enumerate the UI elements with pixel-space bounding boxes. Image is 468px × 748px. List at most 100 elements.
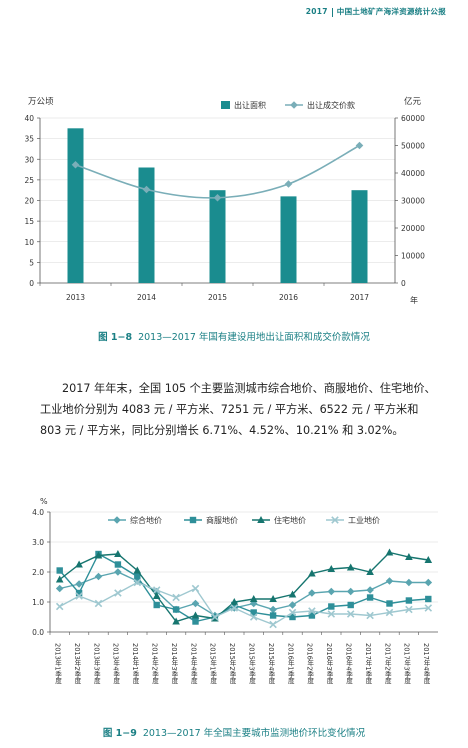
right-tick-label: 10000: [401, 252, 425, 261]
series-point: [269, 595, 277, 602]
left-tick-label: 20: [24, 197, 34, 206]
bar-area: [67, 128, 84, 283]
series-point: [328, 603, 335, 610]
x-tick-label: 2017: [350, 293, 369, 302]
series-point: [191, 599, 200, 608]
running-head-year: 2017: [305, 7, 328, 16]
y-tick-label: 1.0: [32, 598, 44, 607]
left-tick-label: 40: [24, 114, 34, 123]
series-0: [55, 568, 433, 620]
figure-2-number: 图 1−9: [102, 728, 137, 739]
series-point: [211, 613, 219, 621]
bar-area: [351, 190, 368, 283]
series-point: [308, 612, 316, 619]
series-point: [327, 610, 336, 618]
series-point: [405, 553, 413, 560]
left-tick-label: 35: [24, 135, 34, 144]
series-point: [366, 586, 374, 594]
series-point: [192, 618, 199, 625]
price-point: [142, 185, 151, 194]
left-tick-label: 0: [29, 279, 34, 288]
x-tick-label: 2016年4季度: [345, 643, 353, 685]
x-tick-label: 2014年2季度: [151, 643, 159, 685]
figure-1-chart: 0 5 10 15 20 25 30 35 40 0 10000 20000 30000 40000 500…: [24, 96, 425, 305]
series-point: [308, 589, 316, 597]
series-point: [153, 601, 160, 609]
series-point: [133, 578, 142, 587]
series-point: [249, 613, 258, 621]
series-point: [114, 589, 122, 597]
series-point: [56, 567, 63, 574]
figure-2-caption-text: 2013—2017 年全国主要城市监测地价环比变化情况: [142, 728, 366, 739]
legend-marker-price: [290, 101, 298, 109]
x-tick-label: 2016: [279, 293, 298, 302]
legend-marker: [113, 516, 121, 524]
price-point: [213, 193, 222, 202]
x-tick-label: 2013: [66, 293, 85, 302]
figure-2-chart: 0.0 1.0 2.0 3.0 4.0% 2013年1季度 2013年2季度 2013年3季度…: [32, 497, 438, 685]
series-point: [424, 578, 433, 587]
series-point: [114, 550, 122, 557]
series-point: [114, 568, 122, 576]
price-point: [355, 141, 364, 150]
series-2: [55, 548, 433, 625]
series-point: [346, 563, 355, 571]
x-tick-label: 2014年1季度: [131, 643, 139, 685]
series-point: [347, 601, 354, 609]
left-tick-label: 10: [24, 238, 34, 247]
series-point: [191, 584, 200, 593]
x-tick-label: 2017年4季度: [422, 643, 430, 685]
series-point: [250, 609, 257, 616]
series-point: [152, 592, 161, 599]
left-axis-label: 万公顷: [28, 97, 54, 107]
series-point: [424, 556, 433, 563]
series-point: [288, 601, 297, 609]
series-point: [133, 566, 142, 574]
bar-area: [138, 167, 155, 283]
series-point: [55, 575, 64, 583]
series-point: [75, 560, 83, 568]
series-point: [346, 610, 355, 618]
series-line: [59, 553, 429, 623]
series-point: [269, 620, 277, 629]
series-point: [94, 551, 103, 559]
legend-label: 工业地价: [348, 515, 380, 525]
series-point: [289, 613, 296, 621]
series-point: [346, 587, 355, 596]
body-paragraph: 2017 年年末，全国 105 个主要监测城市综合地价、商服地价、住宅地价、工业…: [40, 382, 436, 437]
figure-2-caption: 图 1−9 2013—2017 年全国主要城市监测地价环比变化情况: [0, 725, 468, 739]
x-tick-label: 2017年1季度: [364, 643, 372, 685]
y-tick-label: 2.0: [32, 568, 44, 577]
series-point: [55, 584, 64, 593]
x-tick-label: 2016年1季度: [286, 643, 294, 685]
series-point: [191, 611, 200, 619]
running-head-divider: [331, 7, 333, 17]
right-tick-label: 30000: [401, 197, 425, 206]
left-tick-label: 30: [24, 155, 34, 164]
y-tick-label: 4.0: [32, 508, 44, 517]
series-point: [152, 586, 161, 594]
x-tick-label: 2014年3季度: [170, 643, 178, 685]
series-point: [366, 568, 374, 575]
left-tick-label: 15: [24, 217, 34, 226]
legend-label: 综合地价: [130, 515, 162, 525]
right-tick-label: 40000: [401, 169, 425, 178]
series-point: [424, 604, 433, 612]
price-point: [71, 160, 80, 169]
right-tick-label: 60000: [401, 114, 425, 123]
right-tick-label: 50000: [401, 142, 425, 151]
legend-label-area: 出让面积: [234, 100, 266, 110]
y-axis-label: %: [40, 497, 48, 506]
x-tick-label: 2014: [137, 293, 156, 302]
left-tick-label: 25: [24, 176, 34, 185]
series-point: [75, 589, 83, 597]
y-tick-label: 3.0: [32, 538, 44, 547]
bar-area: [280, 196, 297, 283]
legend-marker: [331, 516, 339, 524]
series-point: [288, 590, 297, 598]
series-point: [249, 595, 258, 602]
series-point: [230, 604, 239, 612]
series-point: [386, 600, 393, 607]
series-point: [405, 578, 413, 587]
figure-1-caption: 图 1−8 2013—2017 年国有建设用地出让面积和成交价款情况: [0, 329, 468, 343]
